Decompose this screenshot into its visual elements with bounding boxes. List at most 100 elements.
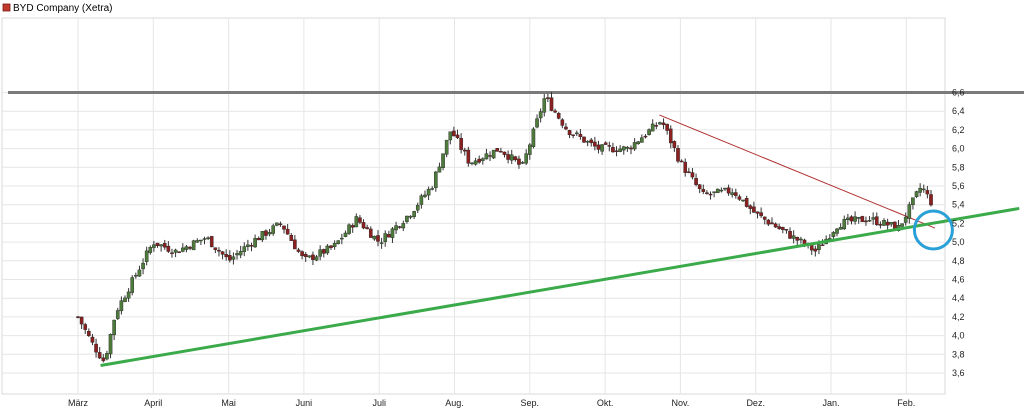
candle-body bbox=[773, 223, 778, 228]
candle-body bbox=[325, 245, 330, 254]
candlesticks bbox=[76, 92, 933, 363]
y-tick-label: 5,0 bbox=[952, 237, 965, 247]
candle-body bbox=[676, 148, 680, 162]
candle-body bbox=[918, 187, 922, 193]
candle-body bbox=[79, 316, 84, 325]
candle-body bbox=[715, 188, 720, 194]
candle-body bbox=[314, 256, 319, 261]
x-tick-label: Nov. bbox=[671, 398, 689, 408]
candle-body bbox=[614, 150, 619, 153]
candle-body bbox=[448, 131, 453, 141]
legend: BYD Company (Xetra) bbox=[2, 3, 112, 14]
candle-body bbox=[538, 111, 543, 119]
candle-body bbox=[838, 226, 843, 230]
y-tick-label: 4,6 bbox=[952, 275, 965, 285]
candle-body bbox=[665, 123, 669, 131]
candle-body bbox=[784, 229, 789, 231]
candle-body bbox=[484, 153, 489, 160]
candle-body bbox=[560, 119, 565, 126]
candle-body bbox=[300, 251, 304, 257]
candle-body bbox=[813, 248, 818, 252]
candle-body bbox=[126, 291, 131, 299]
candle-body bbox=[235, 253, 239, 256]
candle-body bbox=[455, 134, 460, 138]
candle-body bbox=[640, 137, 644, 143]
candle-body bbox=[683, 161, 688, 173]
candle-body bbox=[148, 247, 153, 253]
candle-body bbox=[419, 195, 424, 205]
candle-body bbox=[618, 148, 622, 152]
candle-body bbox=[672, 141, 677, 148]
candle-body bbox=[856, 217, 861, 219]
candle-body bbox=[752, 206, 756, 213]
candle-body bbox=[882, 220, 886, 226]
y-tick-label: 6,4 bbox=[952, 106, 965, 116]
downtrend-line bbox=[659, 114, 936, 229]
candle-body bbox=[97, 352, 102, 359]
candle-body bbox=[589, 139, 594, 144]
candle-body bbox=[777, 226, 781, 230]
candle-body bbox=[340, 237, 344, 240]
candle-body bbox=[506, 154, 510, 160]
candle-body bbox=[332, 243, 337, 247]
candle-body bbox=[903, 216, 908, 223]
candle-body bbox=[705, 192, 709, 194]
candle-body bbox=[835, 228, 839, 234]
candle-body bbox=[726, 187, 731, 194]
candle-body bbox=[90, 336, 95, 343]
candle-body bbox=[238, 251, 243, 256]
candle-body bbox=[177, 251, 182, 253]
candle-body bbox=[155, 242, 160, 247]
candle-body bbox=[209, 236, 214, 248]
plot-border bbox=[1, 17, 946, 395]
candle-body bbox=[361, 222, 366, 229]
candle-body bbox=[668, 128, 673, 144]
candle-body bbox=[383, 233, 388, 242]
candle-body bbox=[643, 135, 648, 138]
candle-body bbox=[734, 192, 738, 196]
candle-body bbox=[607, 145, 612, 147]
y-tick-label: 4,4 bbox=[952, 293, 965, 303]
candle-body bbox=[108, 334, 113, 355]
candle-body bbox=[159, 244, 163, 247]
candle-body bbox=[907, 204, 912, 219]
y-tick-label: 4,8 bbox=[952, 256, 965, 266]
candle-body bbox=[571, 134, 575, 136]
axis-labels: 3,6 3,8 4,0 4,2 4,4 4,6 4,8 5,0 5,2 5,4 5,6 5,8 6,0 6… bbox=[68, 88, 965, 409]
candle-body bbox=[578, 133, 583, 138]
candle-body bbox=[690, 172, 695, 178]
candle-body bbox=[293, 239, 297, 250]
candle-body bbox=[697, 184, 702, 190]
candle-body bbox=[517, 158, 521, 165]
candle-body bbox=[289, 235, 294, 241]
candle-body bbox=[321, 249, 326, 254]
candle-body bbox=[687, 171, 691, 173]
y-tick-label: 5,6 bbox=[952, 181, 965, 191]
candle-body bbox=[921, 188, 926, 191]
candle-body bbox=[173, 249, 178, 253]
candle-body bbox=[658, 122, 662, 125]
y-tick-label: 3,6 bbox=[952, 368, 965, 378]
candle-body bbox=[224, 254, 228, 258]
candle-body bbox=[434, 171, 438, 188]
candle-body bbox=[462, 149, 467, 152]
x-tick-label: März bbox=[68, 398, 88, 408]
candle-body bbox=[585, 141, 590, 143]
candle-body bbox=[878, 224, 883, 226]
candle-body bbox=[87, 330, 91, 336]
candle-body bbox=[889, 222, 894, 225]
candle-body bbox=[311, 254, 315, 260]
candle-body bbox=[368, 228, 373, 238]
candle-body bbox=[372, 235, 377, 240]
candle-body bbox=[365, 227, 369, 230]
candle-body bbox=[650, 123, 655, 132]
candle-body bbox=[788, 231, 792, 239]
candle-body bbox=[184, 246, 189, 250]
candle-body bbox=[564, 126, 568, 130]
candle-body bbox=[452, 130, 456, 137]
candle-body bbox=[929, 194, 933, 206]
candle-body bbox=[621, 146, 626, 151]
candle-body bbox=[228, 254, 232, 261]
candle-body bbox=[401, 223, 406, 229]
